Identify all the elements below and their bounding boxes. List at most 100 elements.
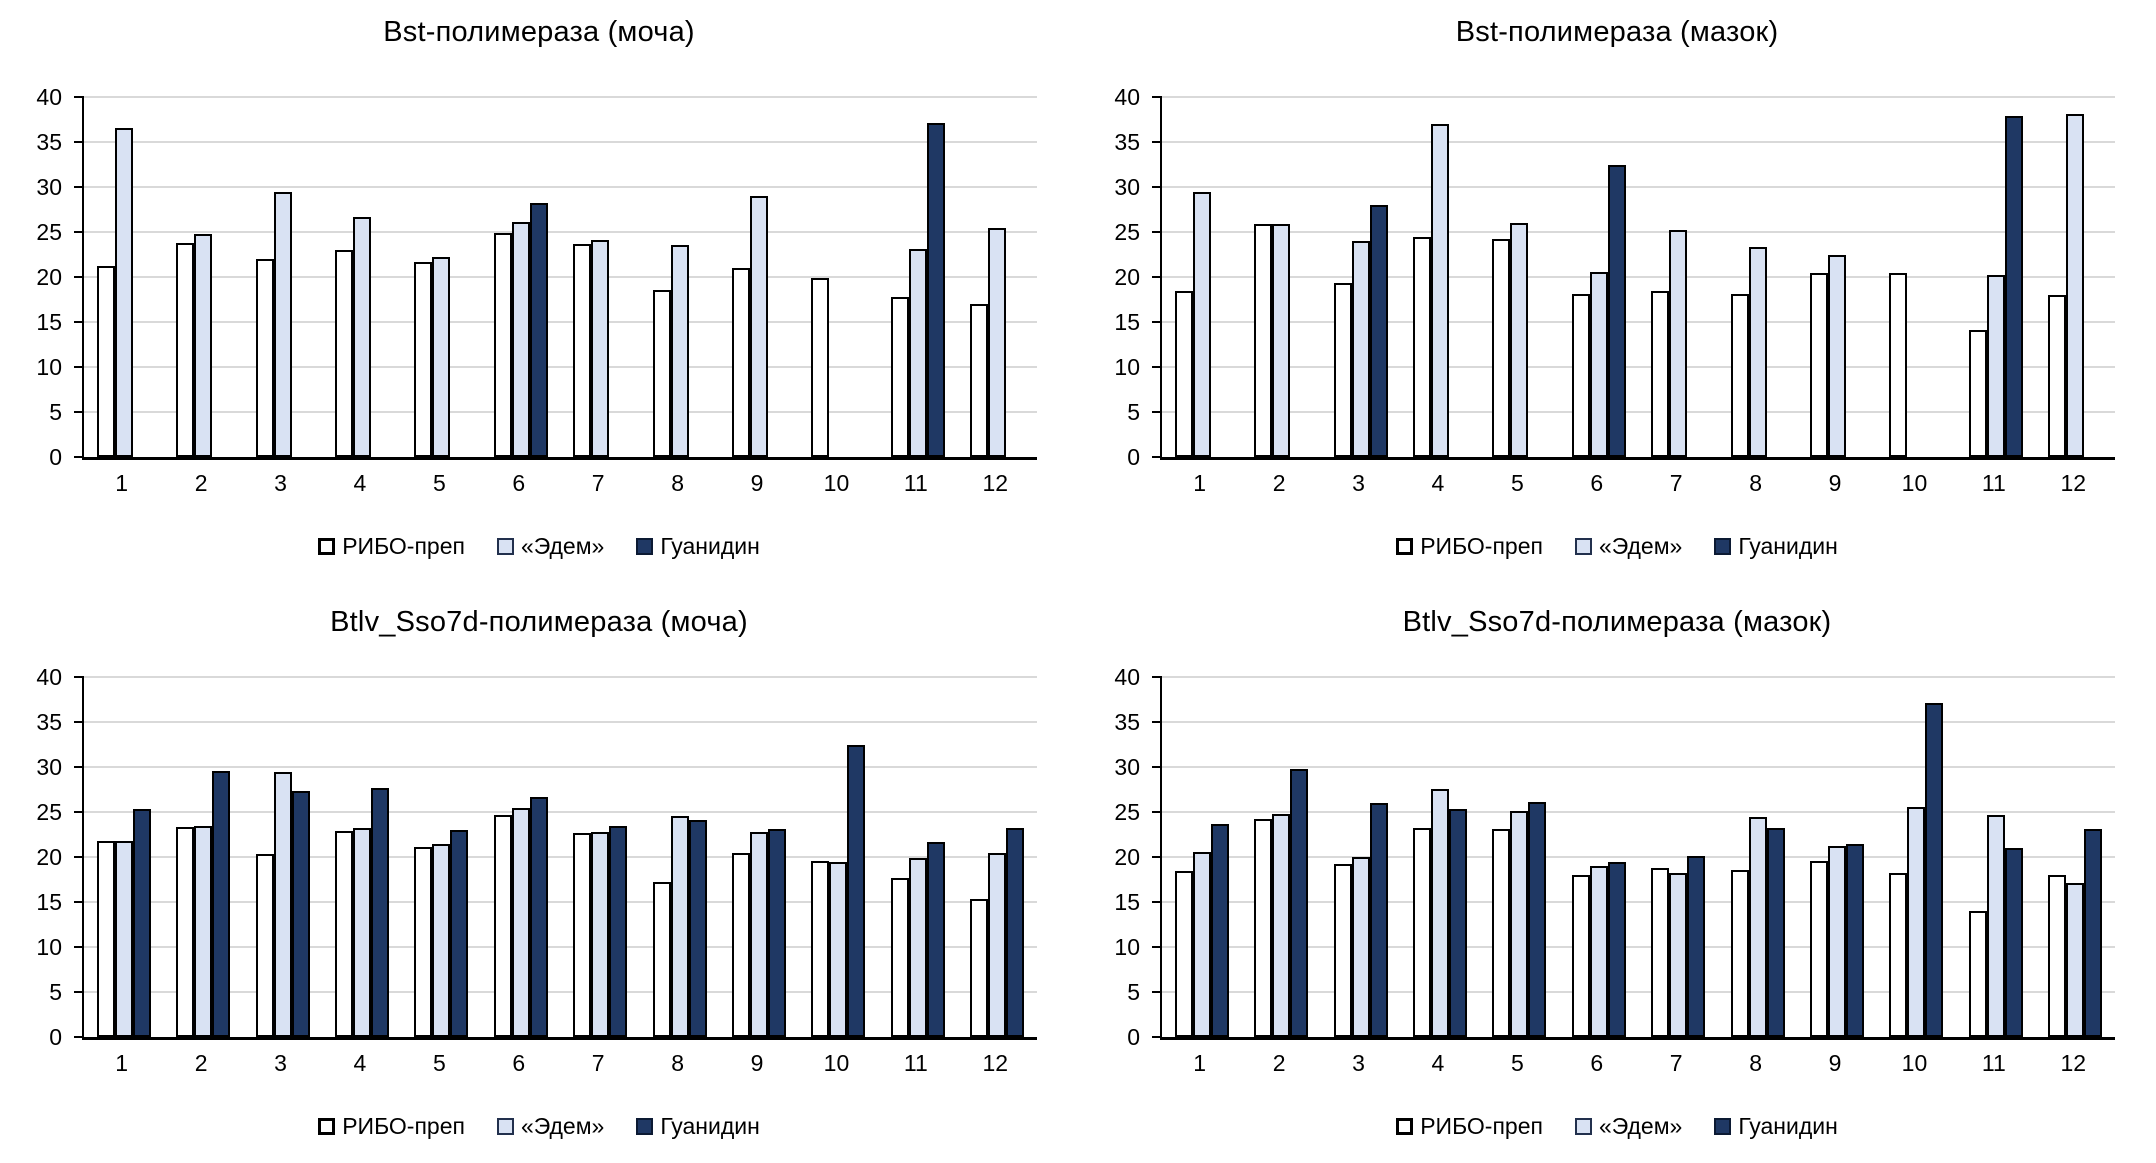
y-axis-tick xyxy=(1152,721,1162,723)
x-axis-label: 4 xyxy=(1431,1050,1445,1076)
chart-title: Bst-полимераза (моча) xyxy=(383,16,695,48)
bar-«Эдем»-7 xyxy=(591,831,610,1037)
y-axis-tick xyxy=(74,366,84,368)
bar-Гуанидин-8 xyxy=(1766,828,1785,1037)
y-axis-label: 10 xyxy=(1114,354,1140,380)
y-axis-label: 20 xyxy=(1114,264,1140,290)
bar-РИБО-преп-9 xyxy=(1810,273,1829,457)
bar-РИБО-преп-12 xyxy=(2048,295,2067,457)
legend-item: РИБО-преп xyxy=(1396,533,1543,560)
bar-«Эдем»-5 xyxy=(1510,223,1529,457)
gridline xyxy=(1162,766,2115,768)
y-axis-tick xyxy=(1152,276,1162,278)
y-axis-tick xyxy=(74,811,84,813)
gridline xyxy=(1162,991,2115,993)
bar-РИБО-преп-10 xyxy=(1889,272,1908,457)
bar-«Эдем»-1 xyxy=(1192,192,1211,457)
y-axis-label: 15 xyxy=(1114,889,1140,915)
bar-«Эдем»-8 xyxy=(1748,247,1767,457)
bar-«Эдем»-1 xyxy=(1192,851,1211,1037)
gridline xyxy=(84,811,1037,813)
y-axis-tick xyxy=(1152,901,1162,903)
legend-label: РИБО-преп xyxy=(1420,1113,1543,1139)
y-axis-tick xyxy=(74,321,84,323)
legend-label: Гуанидин xyxy=(660,1113,760,1139)
bar-«Эдем»-8 xyxy=(670,244,689,457)
y-axis-tick xyxy=(1152,186,1162,188)
legend-marker xyxy=(1574,538,1592,555)
y-axis-label: 5 xyxy=(49,399,62,425)
y-axis-label: 15 xyxy=(36,309,62,335)
y-axis-tick xyxy=(74,946,84,948)
legend-label: РИБО-преп xyxy=(342,533,465,559)
y-axis-tick xyxy=(74,721,84,723)
y-axis-label: 30 xyxy=(1114,174,1140,200)
y-axis-label: 30 xyxy=(36,174,62,200)
bar-«Эдем»-9 xyxy=(750,196,769,457)
x-axis-label: 12 xyxy=(2060,1050,2087,1076)
bar-РИБО-преп-12 xyxy=(2048,875,2067,1037)
x-axis-label: 12 xyxy=(982,1050,1009,1076)
y-axis-tick xyxy=(74,676,84,678)
legend-marker xyxy=(1396,538,1414,555)
bar-«Эдем»-3 xyxy=(273,771,292,1037)
plot-area: 0 5 10 15 20 25 30 35 40 xyxy=(36,84,1037,470)
bar-РИБО-преп-4 xyxy=(334,830,353,1037)
legend-marker xyxy=(318,538,336,555)
bar-Гуанидин-12 xyxy=(1006,828,1025,1037)
bar-Гуанидин-11 xyxy=(926,841,945,1037)
x-axis-label: 11 xyxy=(1981,1050,2006,1076)
y-axis-label: 15 xyxy=(1114,309,1140,335)
bar-«Эдем»-9 xyxy=(1828,846,1847,1037)
bar-Гуанидин-7 xyxy=(609,826,628,1037)
gridline xyxy=(84,766,1037,768)
y-axis-tick xyxy=(1152,321,1162,323)
x-axis-label: 3 xyxy=(1352,1050,1365,1076)
y-axis-tick xyxy=(74,456,84,458)
x-axis-label: 1 xyxy=(115,470,129,496)
bar-«Эдем»-11 xyxy=(908,857,927,1037)
gridline xyxy=(1162,411,2115,413)
gridline xyxy=(1162,811,2115,813)
x-axis-label: 4 xyxy=(353,470,367,496)
y-axis-tick xyxy=(74,991,84,993)
y-axis-tick xyxy=(1152,811,1162,813)
x-axis-label: 8 xyxy=(671,470,684,496)
x-axis-label: 6 xyxy=(1590,470,1604,496)
bar-РИБО-преп-7 xyxy=(573,243,592,457)
y-axis-tick xyxy=(1152,676,1162,678)
gridline xyxy=(1162,676,2115,678)
legend-label: «Эдем» xyxy=(1598,533,1683,559)
gridline xyxy=(84,721,1037,723)
x-axis-label: 5 xyxy=(1510,1050,1524,1076)
y-axis-label: 0 xyxy=(49,1024,62,1050)
legend-marker xyxy=(496,538,514,555)
bar-«Эдем»-5 xyxy=(432,257,451,457)
legend-item: «Эдем» xyxy=(496,1113,604,1140)
bar-«Эдем»-6 xyxy=(1589,271,1608,457)
bar-Гуанидин-1 xyxy=(1210,823,1229,1037)
bar-«Эдем»-2 xyxy=(194,825,213,1037)
gridline xyxy=(1162,141,2115,143)
bar-«Эдем»-8 xyxy=(1748,817,1767,1037)
bar-РИБО-преп-1 xyxy=(96,840,115,1037)
bar-РИБО-преп-5 xyxy=(414,847,433,1037)
bar-«Эдем»-1 xyxy=(114,127,133,457)
y-axis-tick xyxy=(1152,366,1162,368)
x-axis-label: 6 xyxy=(512,470,526,496)
legend: РИБО-преп «Эдем» Гуанидин xyxy=(0,1113,1078,1140)
y-axis-label: 30 xyxy=(1114,754,1140,780)
bar-РИБО-преп-3 xyxy=(1333,283,1352,457)
bar-«Эдем»-3 xyxy=(1351,241,1370,457)
legend-marker xyxy=(1714,538,1732,555)
x-axis-label: 8 xyxy=(671,1050,684,1076)
legend-item: «Эдем» xyxy=(1574,1113,1682,1140)
y-axis-label: 40 xyxy=(1114,84,1140,110)
bar-Гуанидин-2 xyxy=(1290,768,1309,1037)
bar-«Эдем»-11 xyxy=(908,249,927,457)
gridline xyxy=(1162,946,2115,948)
bar-РИБО-преп-5 xyxy=(1492,829,1511,1037)
legend: РИБО-преп «Эдем» Гуанидин xyxy=(1078,1113,2156,1140)
legend-item: РИБО-преп xyxy=(318,533,465,560)
